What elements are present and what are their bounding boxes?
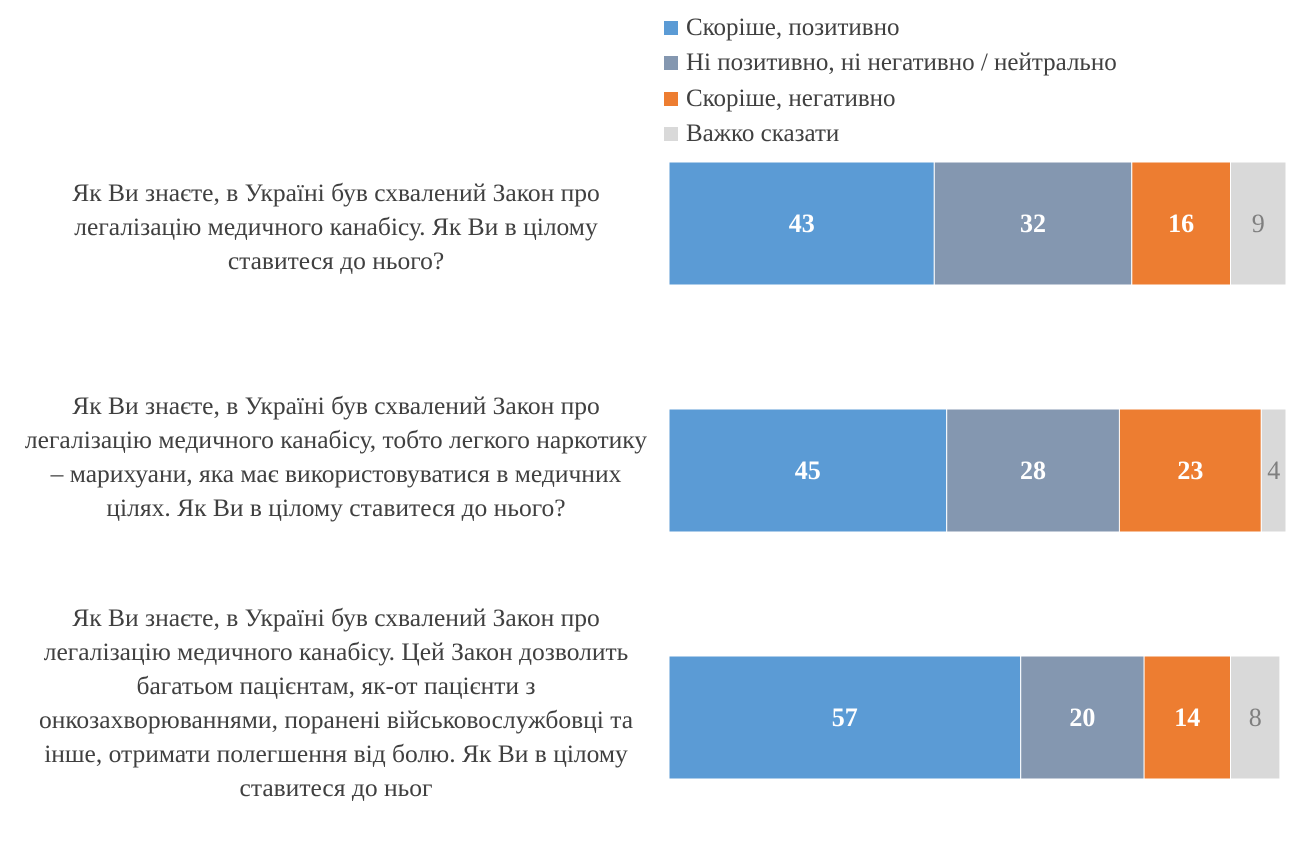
data-label: 32: [1020, 209, 1046, 238]
data-label: 8: [1249, 703, 1262, 732]
data-label: 4: [1267, 456, 1280, 485]
bar-segment: [1020, 655, 1145, 780]
legend-swatch: [664, 91, 678, 106]
data-label: 45: [795, 456, 821, 485]
data-label: 43: [789, 209, 815, 238]
data-label: 23: [1177, 456, 1203, 485]
data-label: 20: [1069, 703, 1095, 732]
legend-item: Важко сказати: [664, 117, 1117, 153]
legend-swatch: [664, 56, 678, 71]
legend-label: Важко сказати: [686, 120, 840, 148]
bar-segment: [668, 161, 935, 286]
data-label: 9: [1252, 209, 1265, 238]
question-label: Як Ви знаєте, в Україні був схвалений За…: [72, 178, 600, 275]
data-label: 16: [1168, 209, 1194, 238]
bar-segment: [946, 408, 1121, 533]
legend-item: Скоріше, негативно: [664, 81, 1117, 117]
bar-segment: [1143, 655, 1231, 780]
legend-label: Скоріше, негативно: [686, 84, 896, 112]
legend-label: Ні позитивно, ні негативно / нейтрально: [686, 49, 1117, 77]
bar-segment: [933, 161, 1133, 286]
bar-segment: [668, 408, 948, 533]
legend: Скоріше, позитивно Ні позитивно, ні негат…: [664, 10, 1117, 152]
bar-segment: [1230, 655, 1281, 780]
data-label: 14: [1174, 703, 1200, 732]
question-label: Як Ви знаєте, в Україні був схвалений За…: [24, 391, 648, 522]
bar-segment: [1260, 408, 1287, 533]
bar-segment: [1131, 161, 1232, 286]
legend-swatch: [664, 20, 678, 35]
bar-segment: [1118, 408, 1262, 533]
data-label: 28: [1020, 456, 1046, 485]
legend-label: Скоріше, позитивно: [686, 13, 900, 41]
data-label: 57: [832, 703, 858, 732]
bar-segment: [668, 655, 1022, 780]
bar-segment: [1230, 161, 1287, 286]
legend-item: Скоріше, позитивно: [664, 10, 1117, 46]
question-label: Як Ви знаєте, в Україні був схвалений За…: [38, 603, 634, 802]
legend-swatch: [664, 127, 678, 142]
legend-item: Ні позитивно, ні негативно / нейтрально: [664, 46, 1117, 82]
